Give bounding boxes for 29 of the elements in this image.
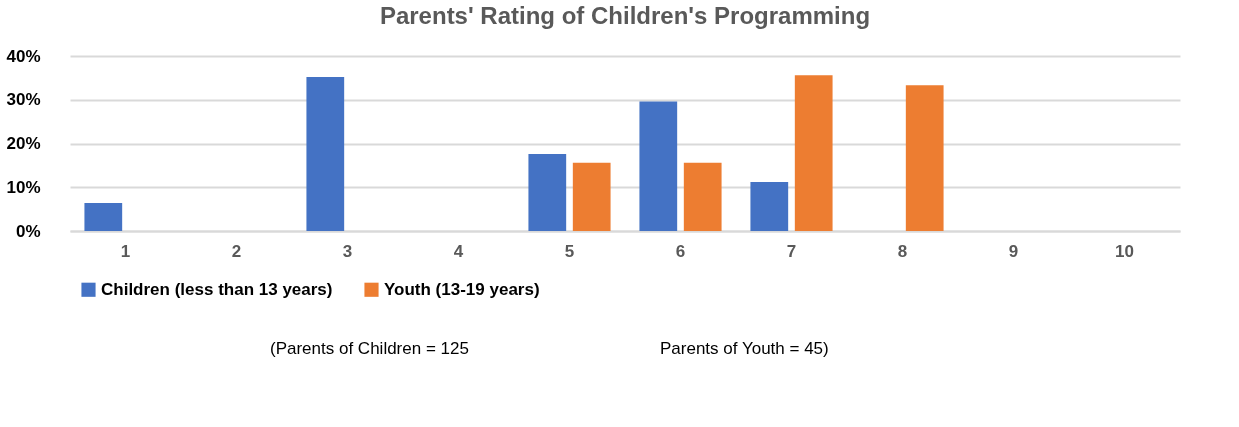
bar	[683, 162, 722, 231]
x-tick-label: 2	[231, 241, 242, 261]
x-tick-label: 9	[1008, 241, 1019, 261]
bar	[528, 154, 567, 231]
x-tick-label: 5	[564, 241, 575, 261]
bar	[750, 182, 789, 231]
x-tick-label: 8	[897, 241, 908, 261]
y-tick-label: 0%	[15, 221, 41, 241]
bar	[306, 77, 345, 231]
bar	[84, 203, 123, 231]
bar	[794, 75, 833, 231]
x-tick-label: 1	[120, 241, 131, 261]
x-tick-label: 3	[342, 241, 353, 261]
y-tick-label: 10%	[6, 177, 41, 197]
chart-title: Parents' Rating of Children's Programming	[379, 2, 871, 29]
x-tick-label: 4	[453, 241, 464, 261]
legend-label: Children (less than 13 years)	[101, 279, 333, 299]
text: Parents of Youth = 45)	[660, 339, 829, 358]
y-tick-label: 40%	[6, 46, 41, 66]
bar	[905, 85, 944, 231]
x-tick-label: 7	[786, 241, 797, 261]
y-tick-label: 20%	[6, 134, 41, 153]
x-tick-label: 6	[675, 241, 686, 261]
bar	[639, 101, 678, 231]
text: (Parents of Children = 125	[270, 339, 469, 358]
x-tick-label: 10	[1115, 241, 1134, 261]
y-tick-label: 30%	[6, 90, 41, 110]
bar	[572, 162, 611, 231]
legend-label: Youth (13-19 years)	[384, 279, 540, 299]
